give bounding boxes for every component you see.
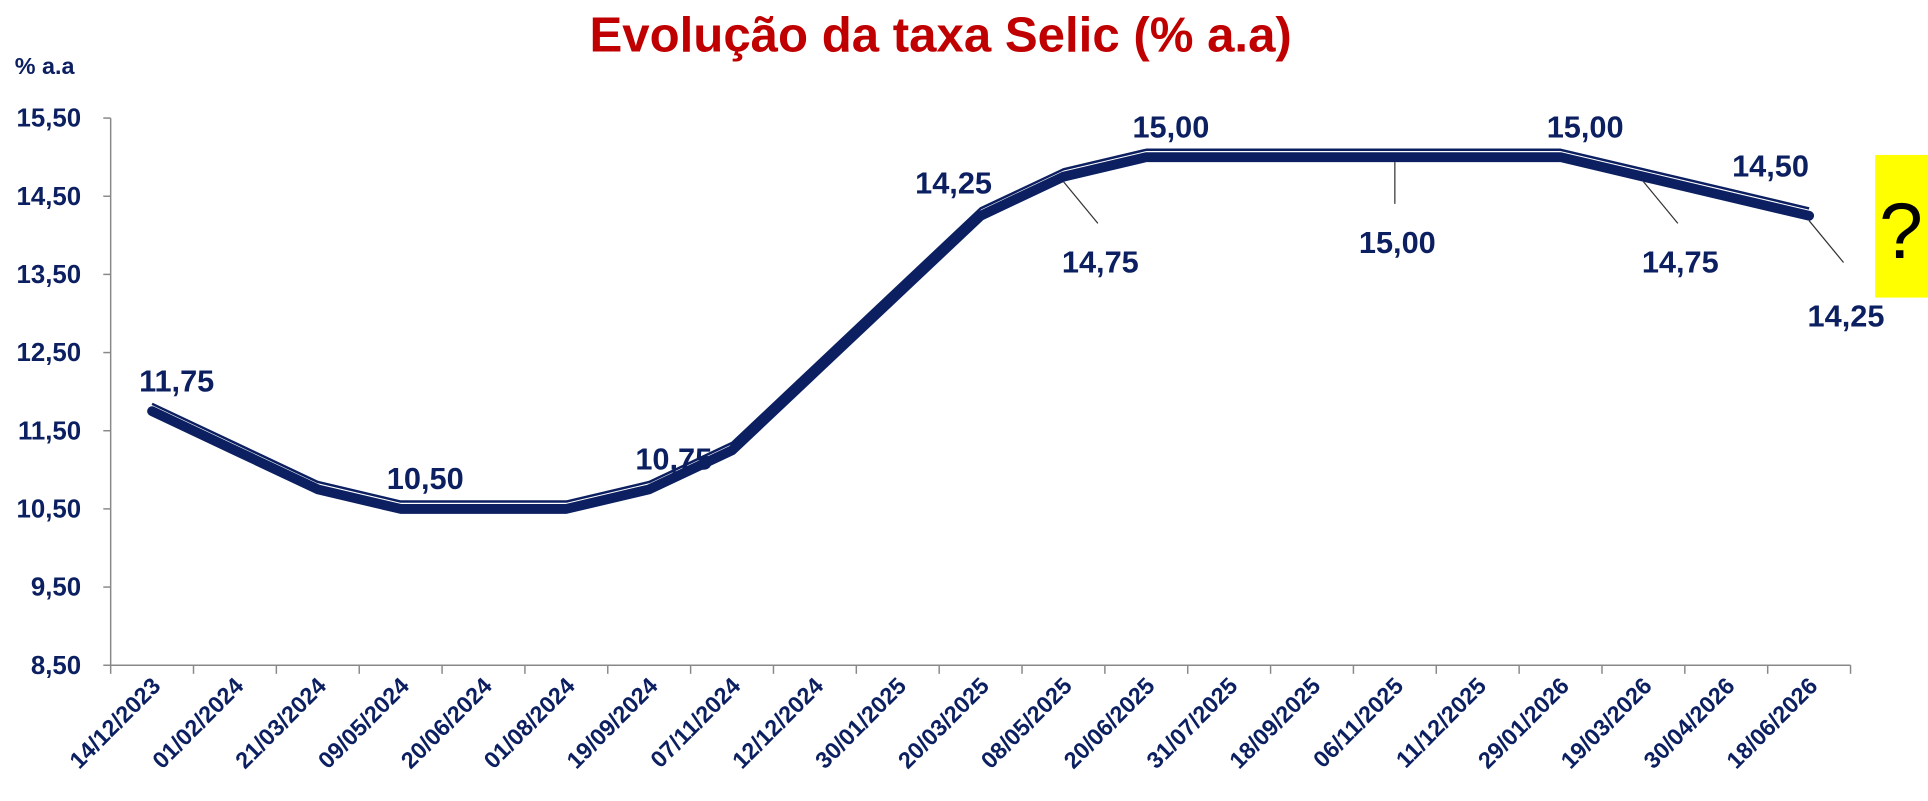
y-tick-label: 10,50	[17, 496, 82, 524]
leader-line	[1062, 181, 1099, 224]
data-label: 15,00	[1132, 109, 1209, 144]
data-label: 14,25	[915, 166, 992, 201]
data-label: 14,25	[1808, 298, 1885, 333]
y-tick-label: 8,50	[31, 652, 81, 680]
x-tick-label: 18/09/2025	[1224, 673, 1325, 774]
data-label: 15,00	[1547, 109, 1624, 144]
chart-title: Evolução da taxa Selic (% a.a)	[589, 8, 1291, 63]
line-highlight	[151, 148, 1810, 503]
x-tick-label: 18/06/2026	[1721, 673, 1822, 774]
y-tick-label: 13,50	[17, 261, 82, 289]
annotation: ?	[1879, 187, 1923, 275]
y-tick-label: 9,50	[31, 574, 81, 602]
data-label: 15,00	[1359, 225, 1436, 260]
leader-line	[1808, 220, 1845, 263]
data-label: 10,75	[635, 442, 712, 477]
y-axis-label: % a.a	[15, 53, 76, 79]
line	[147, 152, 1815, 514]
annotation-box	[1875, 154, 1928, 298]
data-label: 14,75	[1062, 245, 1139, 280]
leader-line	[1642, 181, 1679, 224]
data-label: 14,75	[1642, 245, 1719, 280]
y-tick-label: 15,50	[17, 105, 82, 133]
x-tick-label: 19/09/2024	[562, 673, 663, 774]
y-tick-label: 14,50	[17, 183, 82, 211]
data-label: 14,50	[1732, 149, 1809, 184]
y-tick-label: 11,50	[18, 417, 81, 445]
y-tick-label: 12,50	[17, 339, 82, 367]
data-label: 10,50	[387, 461, 464, 496]
data-label: 11,75	[139, 364, 214, 399]
